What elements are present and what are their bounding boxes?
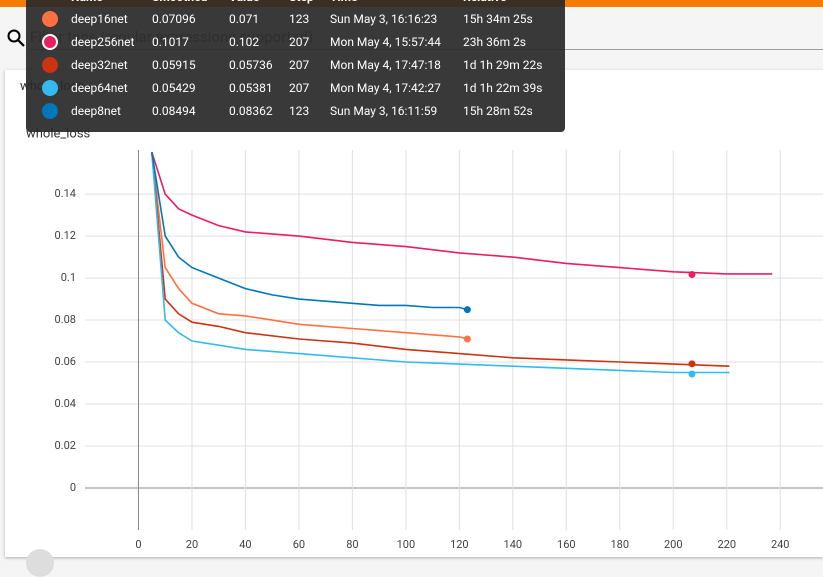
value: 0.05381 <box>229 81 273 95</box>
column-header: Name <box>71 0 103 4</box>
time: Mon May 4, 17:42:27 <box>330 81 441 95</box>
y-tick-label: 0.08 <box>55 313 76 326</box>
step: 123 <box>289 12 310 26</box>
step: 123 <box>289 104 310 118</box>
hover-point <box>688 270 696 278</box>
x-tick-label: 100 <box>397 538 416 551</box>
fab[interactable] <box>26 549 54 577</box>
legend-swatch <box>42 103 58 119</box>
series-line <box>151 151 468 311</box>
relative: 15h 34m 25s <box>463 12 533 26</box>
legend-swatch <box>42 11 58 27</box>
search-icon <box>7 29 25 47</box>
x-tick-label: 120 <box>450 538 469 551</box>
smoothed: 0.05915 <box>152 58 196 72</box>
value: 0.08362 <box>229 104 273 118</box>
value: 0.05736 <box>229 58 273 72</box>
x-tick-label: 220 <box>717 538 736 551</box>
y-tick-label: 0.06 <box>55 355 76 368</box>
column-header: Step <box>289 0 314 4</box>
hover-point <box>463 335 471 343</box>
legend-name: deep64net <box>71 81 128 95</box>
relative: 23h 36m 2s <box>463 35 526 49</box>
smoothed: 0.08494 <box>152 104 196 118</box>
tooltip: Name Smoothed Value Step Time Relative deep16n… <box>26 0 565 132</box>
y-tick-label: 0.02 <box>55 439 76 452</box>
column-header: Smoothed <box>152 0 207 4</box>
series-line <box>151 152 468 340</box>
hover-point <box>688 370 696 378</box>
legend-swatch <box>42 57 58 73</box>
y-tick-label: 0 <box>70 481 76 494</box>
relative: 1d 1h 29m 22s <box>463 58 543 72</box>
x-tick-label: 180 <box>611 538 630 551</box>
relative: 15h 28m 52s <box>463 104 533 118</box>
y-tick-label: 0.14 <box>55 187 76 200</box>
column-header: Time <box>330 0 358 4</box>
x-tick-label: 0 <box>135 538 141 551</box>
y-tick-label: 0.1 <box>61 271 76 284</box>
legend-name: deep16net <box>71 12 128 26</box>
legend-name: deep32net <box>71 58 128 72</box>
legend-swatch <box>42 34 58 50</box>
x-tick-label: 200 <box>664 538 683 551</box>
relative: 1d 1h 22m 39s <box>463 81 543 95</box>
series-line <box>151 152 730 367</box>
column-header: Value <box>229 0 259 4</box>
x-tick-label: 80 <box>346 538 358 551</box>
column-header: Relative <box>463 0 506 4</box>
step: 207 <box>289 35 310 49</box>
smoothed: 0.07096 <box>152 12 196 26</box>
chart: whole_loss 00.020.040.060.080.10.120.140… <box>26 126 823 551</box>
time: Sun May 3, 16:11:59 <box>330 104 438 118</box>
step: 207 <box>289 81 310 95</box>
step: 207 <box>289 58 310 72</box>
legend-swatch <box>42 80 58 96</box>
series-line <box>151 151 773 275</box>
value: 0.102 <box>229 35 260 49</box>
smoothed: 0.1017 <box>152 35 189 49</box>
series-line <box>151 152 730 374</box>
hover-point <box>463 306 471 314</box>
y-tick-label: 0.04 <box>55 397 76 410</box>
x-tick-label: 60 <box>293 538 305 551</box>
x-tick-label: 160 <box>557 538 576 551</box>
smoothed: 0.05429 <box>152 81 196 95</box>
x-tick-label: 240 <box>771 538 790 551</box>
x-tick-label: 20 <box>186 538 198 551</box>
time: Sun May 3, 16:16:23 <box>330 12 438 26</box>
x-tick-label: 140 <box>504 538 523 551</box>
hover-point <box>688 360 696 368</box>
x-tick-label: 40 <box>239 538 251 551</box>
legend-name: deep8net <box>71 104 121 118</box>
time: Mon May 4, 15:57:44 <box>330 35 441 49</box>
card <box>5 70 823 557</box>
time: Mon May 4, 17:47:18 <box>330 58 441 72</box>
y-tick-label: 0.12 <box>55 229 76 242</box>
value: 0.071 <box>229 12 260 26</box>
legend-name: deep256net <box>71 35 135 49</box>
